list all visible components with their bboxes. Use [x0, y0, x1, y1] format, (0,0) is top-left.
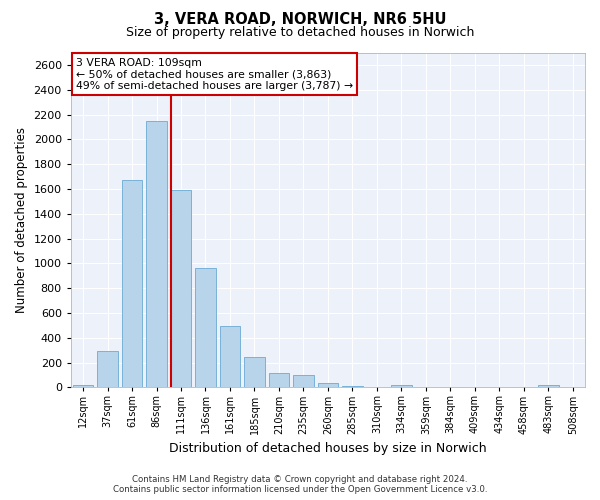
Bar: [97, 351, 118, 388]
Bar: [122, 180, 142, 388]
X-axis label: Distribution of detached houses by size in Norwich: Distribution of detached houses by size …: [169, 442, 487, 455]
Bar: [293, 375, 314, 388]
Bar: [538, 385, 559, 388]
Bar: [317, 382, 338, 388]
Text: 3 VERA ROAD: 109sqm
← 50% of detached houses are smaller (3,863)
49% of semi-det: 3 VERA ROAD: 109sqm ← 50% of detached ho…: [76, 58, 353, 90]
Bar: [269, 372, 289, 388]
Bar: [73, 385, 94, 388]
Bar: [195, 268, 216, 388]
Text: Contains HM Land Registry data © Crown copyright and database right 2024.
Contai: Contains HM Land Registry data © Crown c…: [113, 474, 487, 494]
Bar: [170, 190, 191, 388]
Text: Size of property relative to detached houses in Norwich: Size of property relative to detached ho…: [126, 26, 474, 39]
Y-axis label: Number of detached properties: Number of detached properties: [15, 127, 28, 313]
Bar: [220, 326, 241, 388]
Bar: [342, 386, 363, 388]
Bar: [391, 385, 412, 388]
Bar: [146, 120, 167, 388]
Text: 3, VERA ROAD, NORWICH, NR6 5HU: 3, VERA ROAD, NORWICH, NR6 5HU: [154, 12, 446, 28]
Bar: [244, 356, 265, 388]
